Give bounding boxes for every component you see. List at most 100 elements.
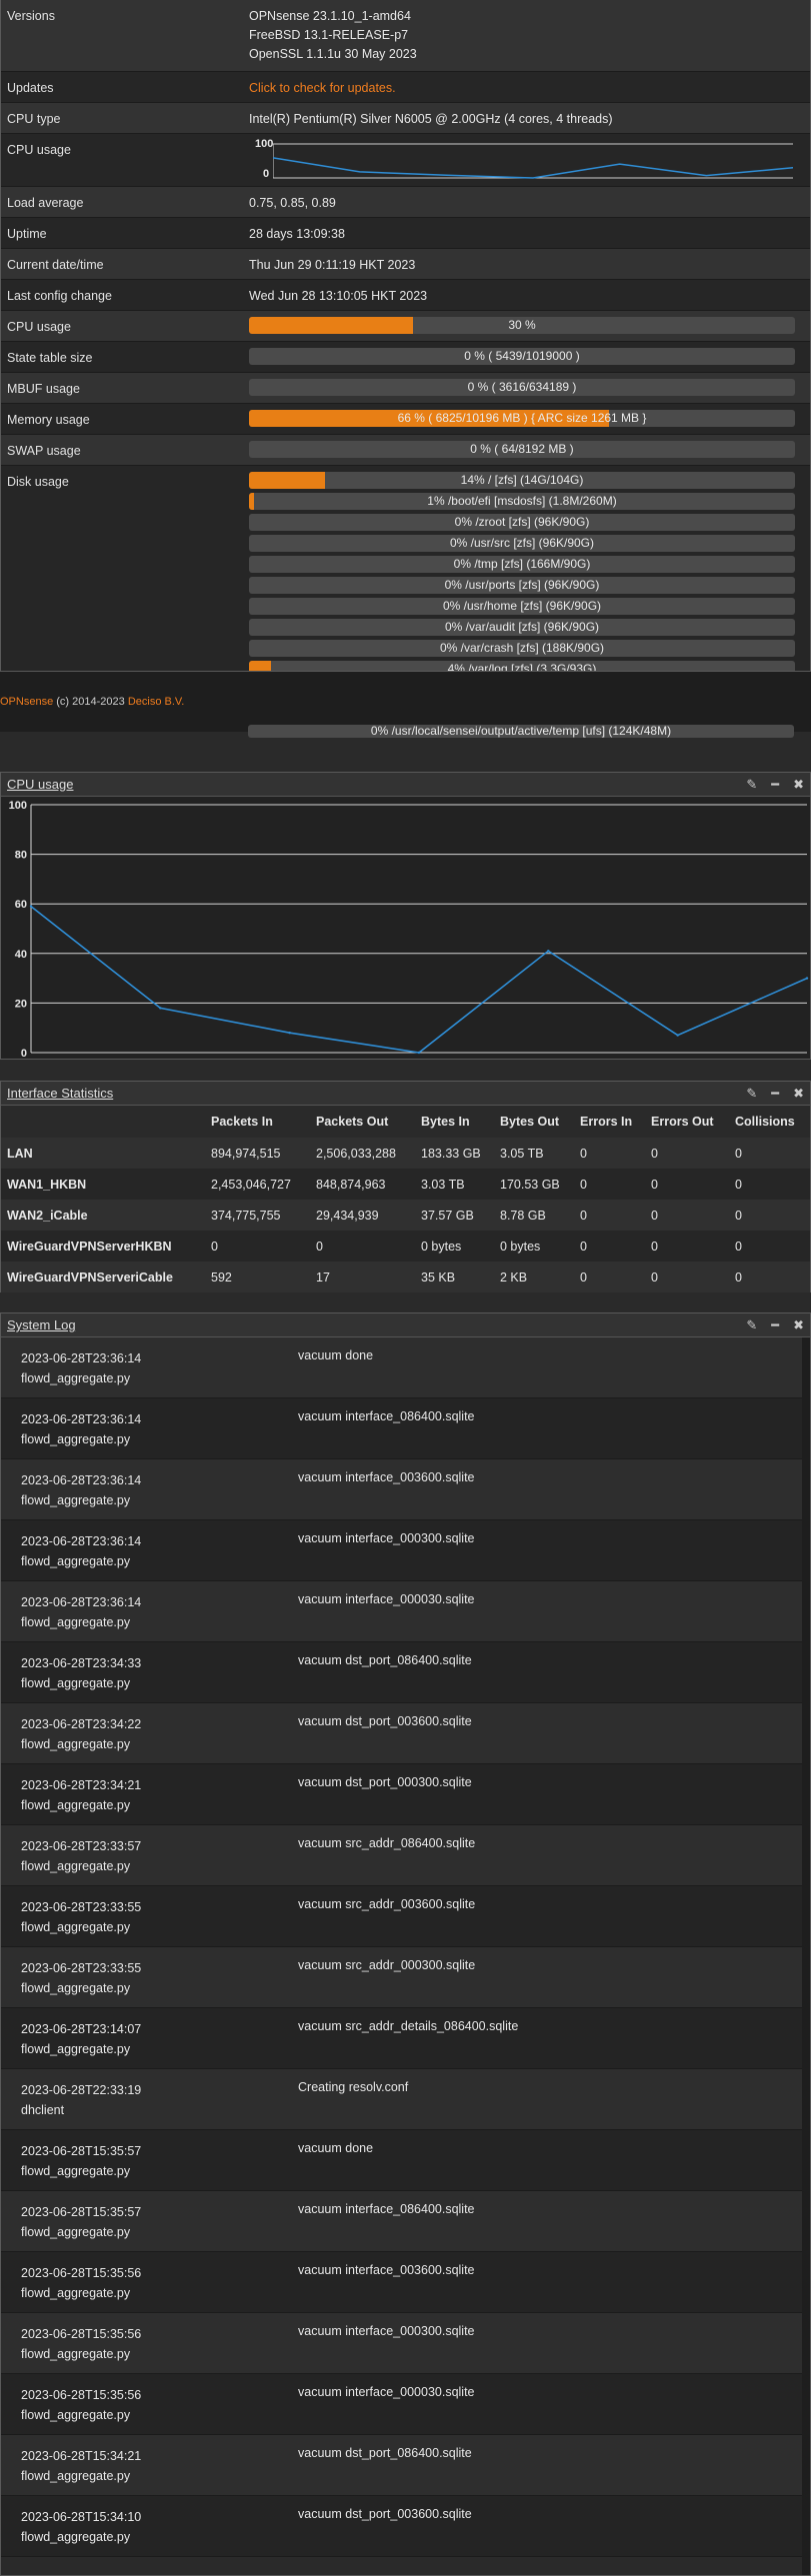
table-cell: 0 bytes	[421, 1239, 462, 1254]
column-header: Errors In	[580, 1115, 633, 1129]
memory-label: Memory usage	[7, 413, 90, 427]
footer-company-link[interactable]: Deciso B.V.	[127, 696, 185, 708]
column-header: Packets Out	[316, 1115, 389, 1129]
swap-label: SWAP usage	[7, 444, 81, 458]
log-entry: 2023-06-28T23:36:14 flowd_aggregate.py vac…	[1, 1581, 802, 1642]
minus-icon[interactable]: ━	[771, 1316, 780, 1332]
log-entry: 2023-06-28T23:14:07 flowd_aggregate.py vac…	[1, 2008, 802, 2069]
pencil-icon[interactable]: ✎	[746, 1316, 758, 1332]
log-entry: 2023-06-28T15:35:56 flowd_aggregate.py vac…	[1, 2374, 802, 2435]
version-opnsense: OPNsense 23.1.10_1-amd64	[249, 9, 411, 23]
check-updates-link[interactable]: Click to check for updates.	[249, 81, 396, 95]
table-row: LAN 894,974,515 2,506,033,288 183.33 GB 3.05…	[1, 1138, 810, 1169]
close-icon[interactable]: ✖	[793, 1085, 804, 1101]
log-entry: 2023-06-28T23:36:14 flowd_aggregate.py vac…	[1, 1398, 802, 1459]
log-timestamp: 2023-06-28T23:14:07	[21, 2022, 142, 2036]
close-icon[interactable]: ✖	[793, 1316, 804, 1332]
load-average-label: Load average	[7, 196, 84, 210]
cpu-sparkline	[273, 143, 793, 179]
interface-statistics-widget: Interface Statistics ✎ ━ ✖ Packets In Pac…	[0, 1081, 811, 1292]
log-entry: 2023-06-28T15:34:10 flowd_aggregate.py vac…	[1, 2496, 802, 2557]
state-table-text: 0 % ( 5439/1019000 )	[464, 349, 580, 363]
log-timestamp: 2023-06-28T23:36:14	[21, 1595, 142, 1609]
table-cell: 0	[580, 1270, 587, 1285]
log-entry: 2023-06-28T23:36:14 flowd_aggregate.py vac…	[1, 1459, 802, 1520]
column-header: Packets In	[211, 1115, 273, 1129]
log-entry: 2023-06-28T15:34:21 flowd_aggregate.py vac…	[1, 2435, 802, 2496]
updates-label: Updates	[7, 81, 54, 95]
log-process: flowd_aggregate.py	[21, 1981, 131, 1995]
log-process: flowd_aggregate.py	[21, 1615, 131, 1629]
mbuf-text: 0 % ( 3616/634189 )	[467, 380, 577, 394]
system-information-panel: Versions OPNsense 23.1.10_1-amd64 FreeBS…	[0, 0, 811, 672]
log-meta: 2023-06-28T23:14:07 flowd_aggregate.py	[21, 2019, 141, 2059]
table-cell: 3.05 TB	[500, 1146, 544, 1161]
footer-brand-link[interactable]: OPNsense	[0, 696, 54, 708]
log-process: flowd_aggregate.py	[21, 2164, 131, 2178]
log-timestamp: 2023-06-28T23:33:57	[21, 1839, 142, 1853]
cpu-usage-bar: 30 %	[249, 317, 795, 334]
log-timestamp: 2023-06-28T23:36:14	[21, 1534, 142, 1548]
pencil-icon[interactable]: ✎	[746, 776, 758, 792]
minus-icon[interactable]: ━	[771, 1085, 780, 1101]
disk-bar: 0% /usr/src [zfs] (96K/90G)	[249, 535, 795, 552]
log-meta: 2023-06-28T22:33:19 dhclient	[21, 2080, 141, 2120]
disk-usage-label: Disk usage	[7, 475, 69, 489]
system-log-widget: System Log ✎ ━ ✖ 2023-06-28T23:36:14 flow…	[0, 1312, 811, 2576]
log-timestamp: 2023-06-28T15:35:57	[21, 2205, 142, 2219]
log-timestamp: 2023-06-28T15:35:57	[21, 2144, 142, 2158]
footer-copyright: OPNsense (c) 2014-2023 Deciso B.V.	[0, 696, 184, 708]
cpu-data-point	[29, 905, 33, 908]
log-message: vacuum src_addr_000300.sqlite	[298, 1958, 476, 1972]
table-cell: 0	[651, 1177, 658, 1192]
swap-row: SWAP usage 0 % ( 64/8192 MB )	[1, 435, 810, 466]
disk-bar: 0% /usr/ports [zfs] (96K/90G)	[249, 577, 795, 594]
disk-bar-sensei-temp: 0% /usr/local/sensei/output/active/temp …	[248, 725, 794, 738]
interface-widget-header: Interface Statistics ✎ ━ ✖	[1, 1082, 810, 1106]
log-message: vacuum done	[298, 2141, 374, 2155]
log-timestamp: 2023-06-28T15:34:10	[21, 2510, 142, 2524]
log-entry: 2023-06-28T23:36:14 flowd_aggregate.py vac…	[1, 1337, 802, 1398]
log-meta: 2023-06-28T23:34:33 flowd_aggregate.py	[21, 1653, 141, 1693]
log-message: vacuum src_addr_details_086400.sqlite	[298, 2019, 519, 2033]
cpu-series-line	[30, 906, 808, 1054]
log-message: vacuum src_addr_086400.sqlite	[298, 1836, 476, 1850]
log-scrollbar[interactable]	[802, 1337, 810, 2575]
state-table-row: State table size 0 % ( 5439/1019000 )	[1, 342, 810, 373]
table-cell: 0	[735, 1270, 742, 1285]
version-openssl: OpenSSL 1.1.1u 30 May 2023	[249, 47, 417, 61]
minus-icon[interactable]: ━	[771, 776, 780, 792]
log-timestamp: 2023-06-28T15:35:56	[21, 2266, 142, 2280]
log-meta: 2023-06-28T15:35:56 flowd_aggregate.py	[21, 2385, 141, 2425]
cpu-type-value: Intel(R) Pentium(R) Silver N6005 @ 2.00G…	[249, 112, 613, 126]
log-timestamp: 2023-06-28T23:36:14	[21, 1412, 142, 1426]
cpu-type-label: CPU type	[7, 112, 61, 126]
log-process: flowd_aggregate.py	[21, 2042, 131, 2056]
cpu-widget-title[interactable]: CPU usage	[7, 777, 74, 792]
interface-widget-title[interactable]: Interface Statistics	[7, 1086, 114, 1101]
datetime-label: Current date/time	[7, 258, 104, 272]
disk-tail-text: 0% /usr/local/sensei/output/active/temp …	[370, 725, 672, 738]
close-icon[interactable]: ✖	[793, 776, 804, 792]
log-entry: 2023-06-28T22:33:19 dhclient Creating reso…	[1, 2069, 802, 2130]
pencil-icon[interactable]: ✎	[746, 1085, 758, 1101]
disk-bar-text: 0% /tmp [zfs] (166M/90G)	[453, 557, 591, 571]
table-cell: 8.78 GB	[500, 1208, 546, 1223]
log-message: vacuum interface_000300.sqlite	[298, 2324, 475, 2338]
cpu-usage-widget: CPU usage ✎ ━ ✖ 0 20 40 60 80 100	[0, 772, 811, 1060]
log-message: vacuum interface_003600.sqlite	[298, 2263, 475, 2277]
versions-value: OPNsense 23.1.10_1-amd64 FreeBSD 13.1-RE…	[249, 7, 417, 64]
log-meta: 2023-06-28T23:34:22 flowd_aggregate.py	[21, 1714, 141, 1754]
log-process: flowd_aggregate.py	[21, 1676, 131, 1690]
log-widget-title[interactable]: System Log	[7, 1317, 76, 1332]
log-meta: 2023-06-28T23:34:21 flowd_aggregate.py	[21, 1775, 141, 1815]
disk-usage-row: Disk usage 14% / [zfs] (14G/104G) 1% /boo…	[1, 466, 810, 671]
column-header: Bytes In	[421, 1115, 470, 1129]
log-entry: 2023-06-28T23:34:33 flowd_aggregate.py vac…	[1, 1642, 802, 1703]
table-cell: 592	[211, 1270, 232, 1285]
interface-name: WireGuardVPNServeriCable	[7, 1270, 173, 1285]
state-table-label: State table size	[7, 351, 93, 365]
log-message: vacuum dst_port_086400.sqlite	[298, 1653, 472, 1667]
log-message: vacuum interface_000300.sqlite	[298, 1531, 475, 1545]
table-cell: 894,974,515	[211, 1146, 281, 1161]
